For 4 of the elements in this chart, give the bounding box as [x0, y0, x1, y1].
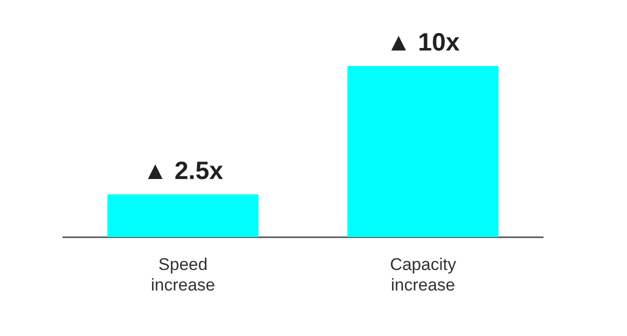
data-label: ▲ 2.5x [142, 156, 224, 185]
x-tick-label: Capacity increase [390, 255, 457, 294]
data-label: ▲ 10x [386, 28, 460, 56]
x-tick-label: Speed increase [150, 255, 216, 294]
